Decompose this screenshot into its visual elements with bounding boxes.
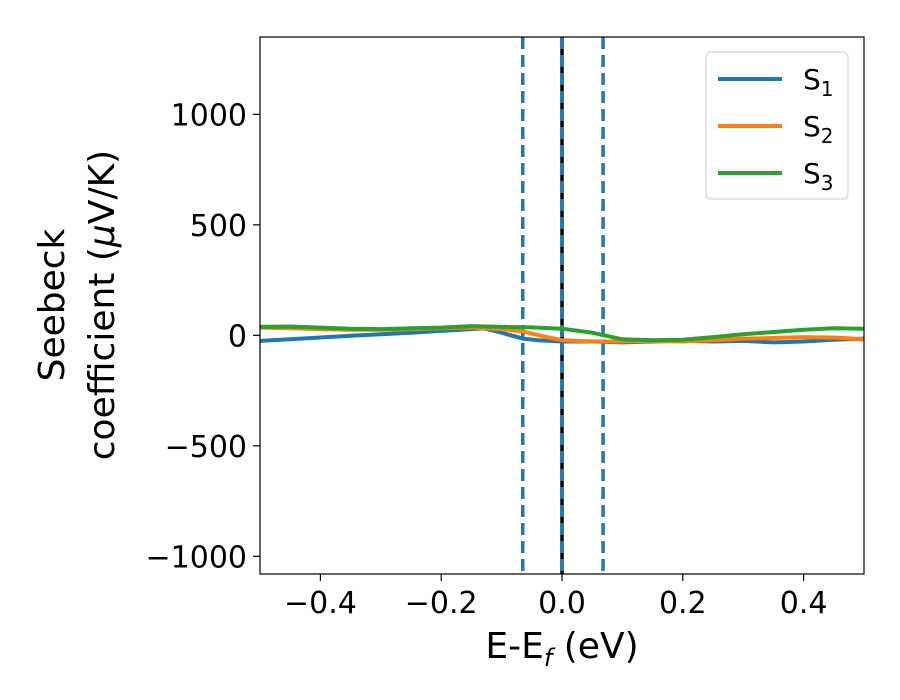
legend-label-main: S (803, 110, 821, 143)
y-tick-label: 0 (228, 319, 247, 354)
legend-label-sub: 1 (821, 77, 834, 101)
x-tick-label: 0.2 (659, 586, 707, 621)
series-line-s3 (260, 324, 864, 343)
series-line-s1 (260, 326, 864, 345)
y-tick-label: −500 (165, 430, 247, 465)
legend-label-sub: 3 (821, 171, 834, 195)
legend-label-s1: S1 (803, 63, 834, 101)
y-tick-label: 1000 (171, 98, 247, 133)
y-axis-label-line2: coefficient (μV/K) (82, 150, 123, 460)
y-axis-label-line2-main: coefficient ( (82, 247, 123, 460)
legend-label-sub: 2 (821, 124, 834, 148)
y-axis-label-unit: V/K) (82, 150, 123, 224)
x-axis-label-main: E-E (485, 626, 543, 667)
legend-label-s2: S2 (803, 110, 834, 148)
vertical-lines (520, 37, 605, 574)
x-axis-label-rest: (eV) (552, 626, 638, 667)
y-tick-label: 500 (190, 209, 247, 244)
legend-label-s3: S3 (803, 157, 834, 195)
y-axis-label-line1: Seebeck (32, 228, 73, 381)
x-ticks: −0.4 −0.2 0.0 0.2 0.4 (284, 574, 827, 621)
y-axis-label-mu: μ (82, 224, 123, 248)
y-tick-label: −1000 (146, 540, 247, 575)
x-tick-label: 0.0 (538, 586, 586, 621)
x-tick-label: 0.4 (780, 586, 828, 621)
series-lines (260, 324, 864, 345)
x-tick-label: −0.2 (405, 586, 478, 621)
legend-label-main: S (803, 157, 821, 190)
y-axis-label: Seebeck coefficient (μV/K) (32, 150, 123, 460)
x-axis-label: E-Ef (eV) (485, 626, 638, 672)
legend-label-main: S (803, 63, 821, 96)
y-ticks: −1000 −500 0 500 1000 (146, 98, 260, 575)
x-tick-label: −0.4 (284, 586, 357, 621)
